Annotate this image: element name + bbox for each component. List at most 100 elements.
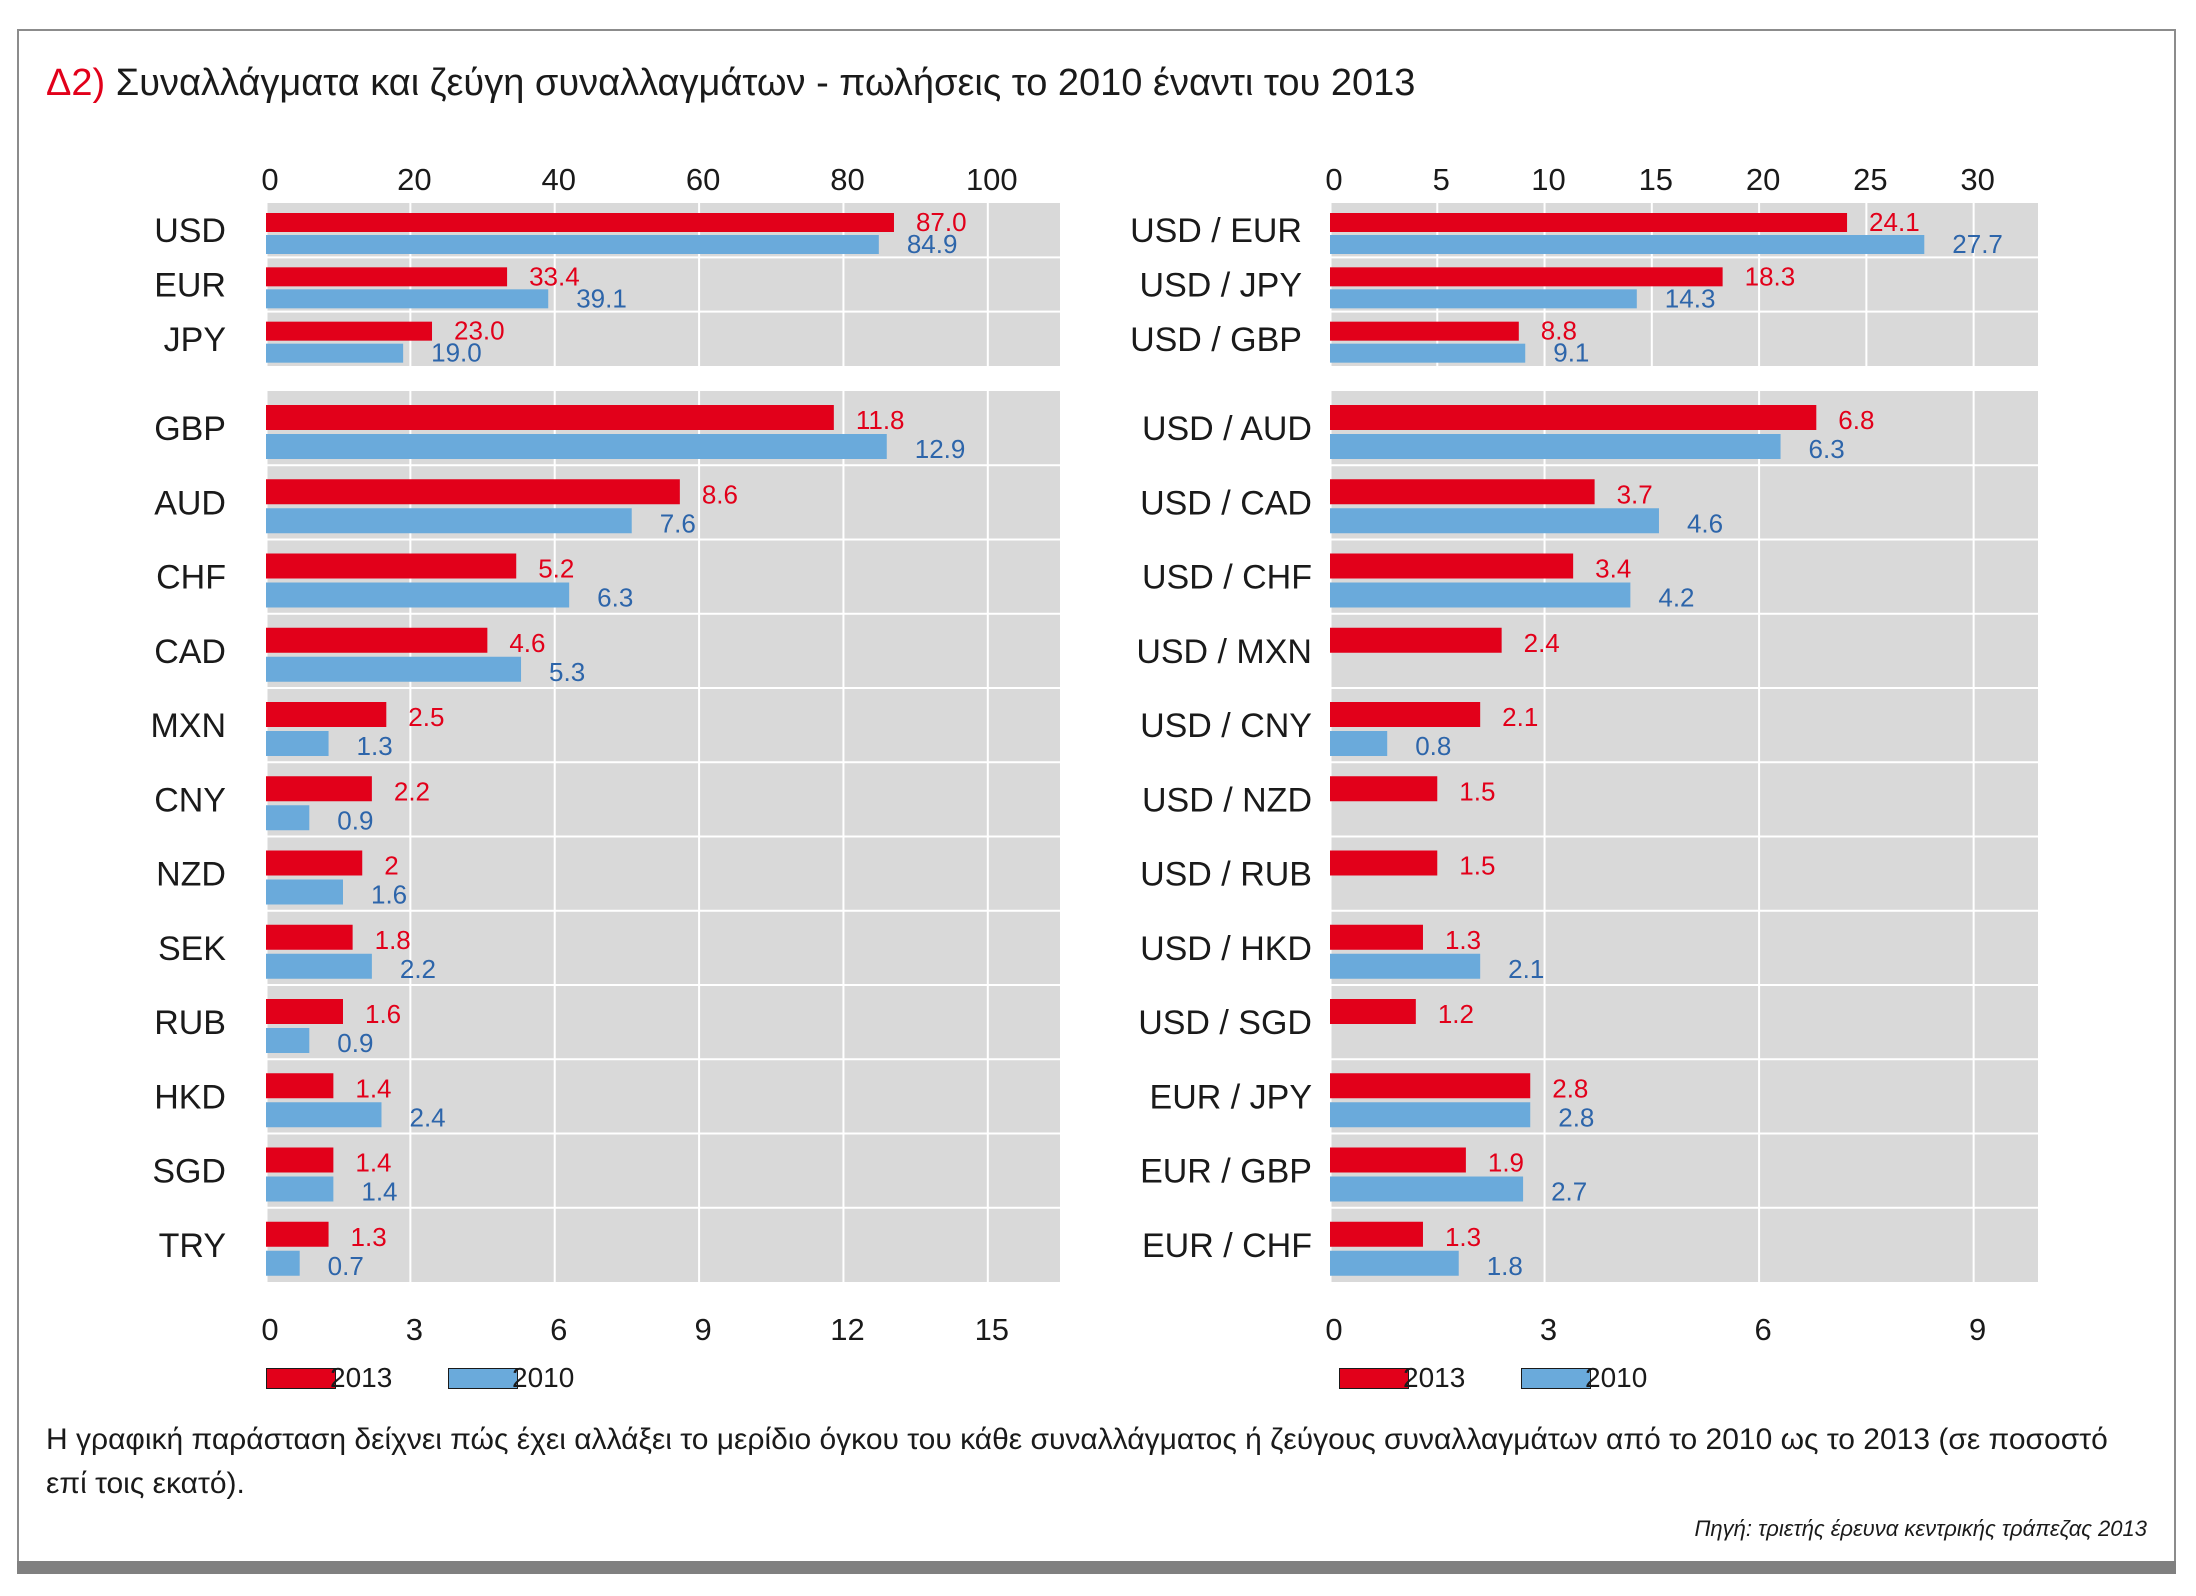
bar-2013 (266, 1147, 334, 1173)
data-label-2013: 8.8 (1541, 316, 1577, 346)
bar-2013 (266, 479, 680, 505)
category-label: CNY (154, 781, 226, 819)
bar-2013 (1330, 1073, 1531, 1099)
data-label-2010: 0.7 (328, 1251, 364, 1281)
tick-label: 3 (1540, 1312, 1557, 1347)
bar-2010 (1330, 508, 1659, 534)
data-label-2010: 9.1 (1553, 338, 1589, 368)
bar-2013 (266, 702, 387, 727)
bar-2013 (266, 776, 372, 802)
category-label: USD (154, 212, 226, 250)
description-text: Η γραφική παράσταση δείχνει πώς έχει αλλ… (46, 1423, 2108, 1500)
bar-2010 (1330, 235, 1925, 254)
category-label: SEK (158, 930, 226, 968)
bar-2010 (266, 1250, 300, 1276)
bar-2010 (266, 508, 632, 534)
data-label-2010: 2.1 (1508, 954, 1544, 984)
data-label-2013: 1.6 (365, 999, 401, 1029)
bar-2013 (1330, 213, 1848, 232)
tick-label: 60 (686, 162, 720, 197)
bar-2010 (266, 289, 549, 309)
data-label-2013: 2.4 (1524, 628, 1560, 658)
data-label-2013: 1.9 (1488, 1148, 1524, 1178)
category-label: EUR / GBP (1140, 1153, 1312, 1191)
data-label-2010: 5.3 (549, 657, 585, 687)
bar-2010 (266, 1176, 334, 1202)
category-label: USD / JPY (1140, 267, 1302, 305)
data-label-2010: 2.8 (1558, 1102, 1594, 1132)
figure-title: Δ2) Συναλλάγματα και ζεύγη συναλλαγμάτων… (46, 62, 1415, 105)
bar-2010 (1330, 343, 1526, 363)
legend-label-2013: 2013 (1403, 1362, 1466, 1393)
bar-2010 (1330, 289, 1637, 309)
category-label: USD / CHF (1142, 559, 1312, 597)
bar-2010 (266, 731, 329, 756)
data-label-2013: 1.3 (1445, 925, 1481, 955)
category-label: RUB (154, 1004, 226, 1042)
bar-2010 (266, 235, 879, 254)
data-label-2013: 1.2 (1438, 999, 1474, 1029)
data-label-2013: 24.1 (1869, 207, 1920, 237)
data-label-2010: 84.9 (907, 229, 958, 259)
data-label-2010: 39.1 (576, 283, 627, 313)
figure-title-prefix: Δ2) (46, 62, 106, 104)
bar-2013 (1330, 1221, 1423, 1247)
tick-label: 10 (1531, 162, 1565, 197)
data-label-2010: 1.3 (357, 731, 393, 761)
bar-2013 (266, 999, 343, 1024)
data-label-2010: 14.3 (1665, 283, 1716, 313)
tick-label: 25 (1853, 162, 1887, 197)
bar-2013 (1330, 702, 1481, 727)
category-label: USD / CNY (1140, 707, 1312, 745)
data-label-2013: 11.8 (856, 405, 905, 435)
legend-swatch-2013 (1339, 1368, 1409, 1389)
data-label-2010: 0.9 (337, 805, 373, 835)
category-label: USD / CAD (1140, 484, 1312, 522)
bar-2013 (1330, 776, 1438, 802)
source-note: Πηγή: τριετής έρευνα κεντρικής τράπεζας … (1694, 1516, 2147, 1541)
category-label: USD / MXN (1136, 633, 1312, 671)
bar-2010 (1330, 1102, 1531, 1128)
data-label-2010: 2.7 (1551, 1177, 1587, 1207)
bar-2013 (1330, 850, 1438, 876)
bar-2010 (266, 1102, 382, 1128)
bar-2010 (266, 1028, 310, 1053)
data-label-2013: 2.8 (1552, 1073, 1588, 1103)
category-label: EUR (154, 267, 226, 305)
tick-label: 0 (261, 1312, 278, 1347)
legend-label-2010: 2010 (1585, 1362, 1648, 1393)
tick-label: 100 (966, 162, 1018, 197)
data-label-2013: 1.3 (351, 1222, 387, 1252)
data-label-2013: 2.2 (394, 776, 430, 806)
bar-2013 (1330, 479, 1595, 505)
data-label-2013: 33.4 (529, 261, 580, 291)
data-label-2013: 2.5 (408, 702, 444, 732)
figure-frame (17, 29, 2176, 1563)
bar-2010 (266, 343, 404, 363)
bar-2013 (1330, 999, 1416, 1024)
legend-right: 2013 2010 (1339, 1362, 1659, 1393)
tick-label: 0 (1325, 162, 1342, 197)
bar-2013 (266, 850, 363, 876)
category-label: USD / AUD (1142, 410, 1312, 448)
bar-2010 (266, 879, 343, 905)
bar-2010 (266, 656, 522, 682)
data-label-2010: 0.9 (337, 1028, 373, 1058)
category-label: CHF (156, 559, 226, 597)
data-label-2010: 6.3 (597, 583, 633, 613)
category-label: CAD (154, 633, 226, 671)
tick-label: 0 (1325, 1312, 1342, 1347)
category-label: SGD (152, 1153, 226, 1191)
data-label-2010: 27.7 (1952, 229, 2003, 259)
data-label-2013: 1.5 (1459, 776, 1495, 806)
data-label-2010: 7.6 (660, 508, 696, 538)
bar-2013 (266, 405, 834, 430)
bar-2013 (1330, 924, 1423, 950)
legend-swatch-2010 (1521, 1368, 1591, 1389)
tick-label: 9 (694, 1312, 711, 1347)
figure-title-text: Συναλλάγματα και ζεύγη συναλλαγμάτων - π… (115, 62, 1416, 104)
bar-2013 (266, 627, 488, 653)
data-label-2010: 2.4 (409, 1102, 445, 1132)
data-label-2010: 2.2 (400, 954, 436, 984)
tick-label: 20 (1746, 162, 1780, 197)
